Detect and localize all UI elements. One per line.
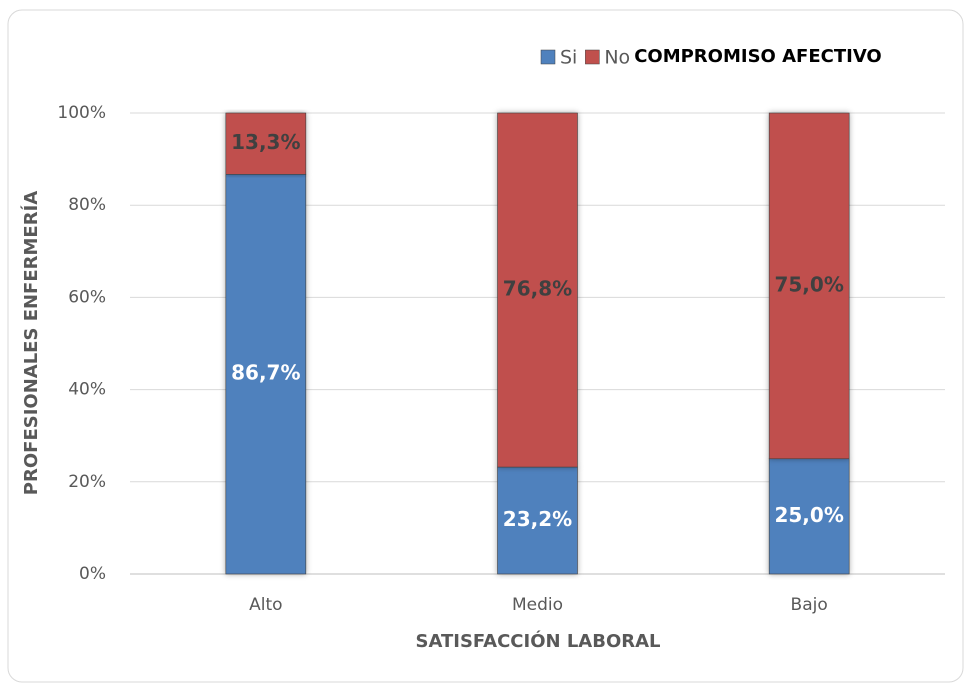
x-tick-label: Medio [512, 595, 563, 615]
y-tick-label: 80% [68, 195, 106, 215]
y-tick-label: 60% [68, 287, 106, 307]
legend-label: No [604, 47, 630, 69]
bar-segment [768, 458, 850, 575]
legend-swatch [540, 49, 556, 65]
y-axis-title: PROFESIONALES ENFERMERÍA [20, 191, 42, 495]
bar-segment [225, 174, 307, 575]
x-tick-label: Bajo [791, 595, 828, 615]
data-label: 76,8% [503, 277, 572, 301]
y-tick-label: 20% [68, 472, 106, 492]
data-label: 75,0% [774, 272, 843, 296]
x-tick-label: Alto [249, 595, 282, 615]
data-label: 13,3% [231, 130, 300, 154]
legend-swatch [585, 49, 600, 65]
legend-title: COMPROMISO AFECTIVO [634, 46, 882, 67]
bar-segment [225, 112, 307, 175]
y-tick-label: 40% [68, 380, 106, 400]
legend-label: Si [560, 47, 577, 69]
x-axis-title: SATISFACCIÓN LABORAL [415, 630, 660, 652]
bar-segment [768, 112, 850, 460]
bar-segment [497, 466, 578, 575]
y-tick-label: 100% [57, 103, 106, 123]
data-label: 25,0% [774, 503, 843, 527]
y-tick-label: 0% [79, 564, 106, 584]
data-label: 23,2% [503, 507, 572, 531]
bar-segment [497, 112, 578, 468]
data-label: 86,7% [231, 361, 300, 385]
